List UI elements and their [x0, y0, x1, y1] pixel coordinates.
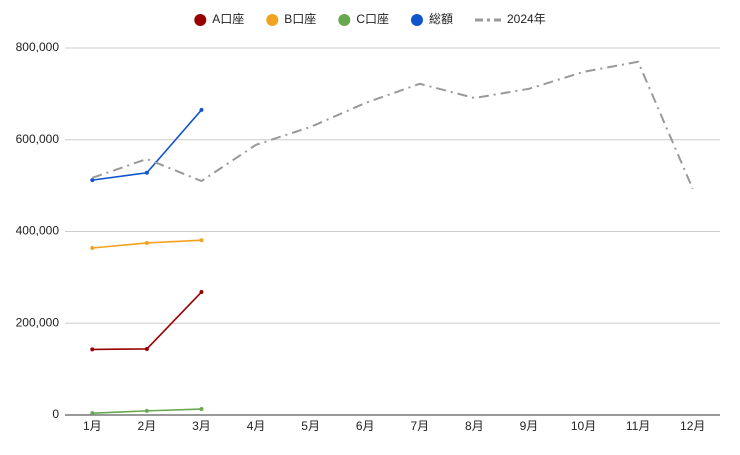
series-line [91, 60, 694, 190]
legend-label: 2024年 [507, 12, 546, 26]
x-tick-label: 12月 [680, 419, 705, 433]
y-tick-label: 200,000 [16, 315, 60, 329]
point [90, 411, 95, 416]
x-tick-label: 8月 [465, 419, 484, 433]
y-tick-label: 400,000 [16, 224, 60, 238]
x-tick-label: 9月 [520, 419, 539, 433]
point [144, 170, 149, 175]
legend-symbol [410, 14, 423, 26]
x-tick-label: 11月 [626, 419, 650, 433]
series-line [92, 291, 203, 351]
legend-symbol [194, 14, 207, 26]
legend-symbol [338, 14, 351, 26]
x-tick-label: 5月 [301, 419, 320, 433]
legend-symbol [266, 14, 279, 26]
point [199, 407, 204, 412]
x-tick-label: 4月 [247, 419, 266, 433]
x-tick-label: 10月 [571, 419, 596, 433]
point [144, 408, 149, 413]
x-tick-label: 2月 [138, 419, 157, 433]
point [199, 290, 204, 295]
point [90, 178, 95, 183]
series-line [92, 109, 203, 181]
point [199, 107, 204, 112]
point [199, 238, 204, 243]
legend-label: B口座 [284, 11, 316, 26]
point [144, 346, 149, 351]
point [144, 240, 149, 245]
y-tick-label: 800,000 [16, 40, 60, 54]
point [90, 246, 95, 251]
x-tick-label: 6月 [356, 419, 375, 433]
x-tick-label: 1月 [83, 419, 102, 433]
y-tick-label: 0 [52, 407, 59, 421]
legend-label: 総額 [429, 12, 453, 26]
point [90, 347, 95, 352]
legend-label: C口座 [356, 11, 389, 26]
x-tick-label: 7月 [410, 419, 429, 433]
x-tick-label: 3月 [192, 419, 211, 433]
y-tick-label: 600,000 [16, 132, 60, 146]
legend-label: A口座 [212, 11, 244, 26]
